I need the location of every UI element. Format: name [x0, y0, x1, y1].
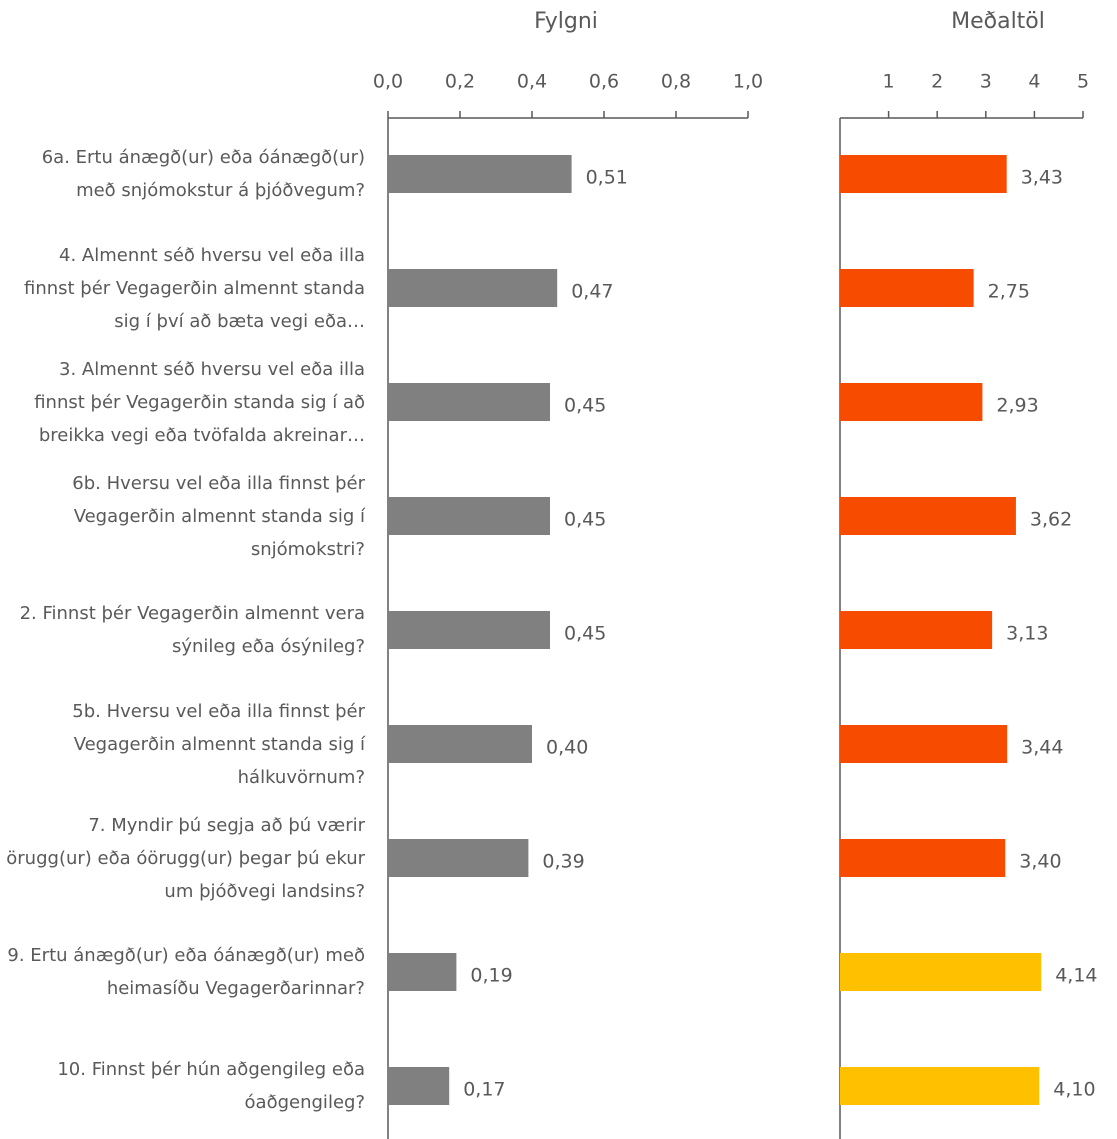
- category-text: 10. Finnst þér hún aðgengileg eða óaðgen…: [57, 1059, 365, 1113]
- value-label: 0,40: [546, 737, 588, 759]
- bar: [840, 383, 983, 421]
- x-tick-label: 0,0: [373, 71, 403, 93]
- category-text: 9. Ertu ánægð(ur) eða óánægð(ur) með hei…: [7, 945, 365, 999]
- category-label: 6a. Ertu ánægð(ur) eða óánægð(ur) með sn…: [5, 119, 365, 229]
- value-label: 3,43: [1021, 167, 1063, 189]
- value-label: 2,75: [988, 281, 1030, 303]
- value-label: 0,39: [542, 851, 584, 873]
- x-tick-label: 3: [980, 71, 992, 93]
- value-label: 4,14: [1055, 965, 1097, 987]
- bar: [840, 953, 1042, 991]
- bar: [840, 155, 1007, 193]
- x-tick-label: 4: [1028, 71, 1040, 93]
- x-tick-label: 0,4: [517, 71, 547, 93]
- bar: [388, 497, 550, 535]
- bar: [840, 611, 993, 649]
- bar: [388, 725, 532, 763]
- category-text: 5b. Hversu vel eða illa finnst þér Vegag…: [72, 700, 365, 788]
- value-label: 3,40: [1019, 851, 1061, 873]
- category-label: 3. Almennt séð hversu vel eða illa finns…: [5, 347, 365, 457]
- x-tick-label: 0,2: [445, 71, 475, 93]
- category-text: 6a. Ertu ánægð(ur) eða óánægð(ur) með sn…: [41, 147, 365, 201]
- category-text: 2. Finnst þér Vegagerðin almennt vera sý…: [19, 603, 365, 657]
- category-label: 2. Finnst þér Vegagerðin almennt vera sý…: [5, 575, 365, 685]
- bar: [840, 839, 1006, 877]
- value-label: 0,47: [571, 281, 613, 303]
- value-label: 3,62: [1030, 509, 1072, 531]
- value-label: 0,19: [470, 965, 512, 987]
- bar: [840, 725, 1008, 763]
- bar: [388, 155, 572, 193]
- value-label: 0,45: [564, 623, 606, 645]
- chart-title: Fylgni: [534, 9, 598, 34]
- category-text: 6b. Hversu vel eða illa finnst þér Vegag…: [72, 472, 365, 560]
- x-tick-label: 2: [931, 71, 943, 93]
- x-tick-label: 5: [1077, 71, 1089, 93]
- category-label: 5b. Hversu vel eða illa finnst þér Vegag…: [5, 689, 365, 799]
- value-label: 3,44: [1021, 737, 1063, 759]
- bar: [840, 1067, 1040, 1105]
- category-text: 4. Almennt séð hversu vel eða illa finns…: [24, 244, 365, 332]
- bar: [840, 269, 974, 307]
- category-label: 4. Almennt séð hversu vel eða illa finns…: [5, 233, 365, 343]
- value-label: 0,17: [463, 1079, 505, 1101]
- bar: [388, 383, 550, 421]
- category-text: 7. Myndir þú segja að þú værir örugg(ur)…: [6, 814, 365, 902]
- category-label: 6b. Hversu vel eða illa finnst þér Vegag…: [5, 461, 365, 571]
- bar: [388, 611, 550, 649]
- value-label: 2,93: [996, 395, 1038, 417]
- value-label: 0,45: [564, 509, 606, 531]
- value-label: 3,13: [1006, 623, 1048, 645]
- category-label: 10. Finnst þér hún aðgengileg eða óaðgen…: [5, 1031, 365, 1139]
- value-label: 4,10: [1053, 1079, 1095, 1101]
- x-tick-label: 1,0: [733, 71, 763, 93]
- x-tick-label: 1: [883, 71, 895, 93]
- bar: [388, 953, 457, 991]
- bar: [388, 1067, 450, 1105]
- x-tick-label: 0,8: [661, 71, 691, 93]
- category-label: 7. Myndir þú segja að þú værir örugg(ur)…: [5, 803, 365, 913]
- bar: [388, 839, 529, 877]
- value-label: 0,45: [564, 395, 606, 417]
- bar: [840, 497, 1016, 535]
- chart-title: Meðaltöl: [951, 9, 1045, 34]
- category-label: 9. Ertu ánægð(ur) eða óánægð(ur) með hei…: [5, 917, 365, 1027]
- value-label: 0,51: [586, 167, 628, 189]
- category-text: 3. Almennt séð hversu vel eða illa finns…: [34, 358, 365, 446]
- bar: [388, 269, 558, 307]
- x-tick-label: 0,6: [589, 71, 619, 93]
